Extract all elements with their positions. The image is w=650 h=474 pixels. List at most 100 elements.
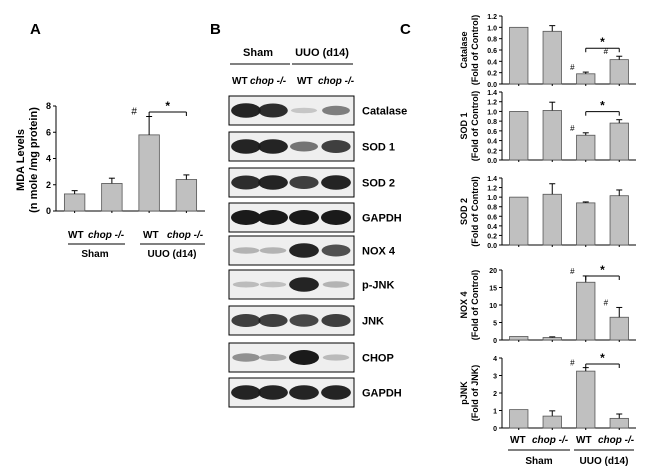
panel-label-b: B	[210, 21, 221, 38]
panel-c-chart-3-tick-label: 1.2	[487, 186, 497, 193]
panel-c-chart-2-bars: #*	[509, 99, 629, 162]
panel-c-chart-1-bars: ##*	[509, 25, 629, 86]
panel-a-tick-label: 4	[46, 154, 51, 164]
panel-c-charts: 0.00.20.40.60.81.01.2##*Catalase (Fold of…	[459, 14, 636, 433]
panel-c-footer-chop1: chop -/-	[532, 435, 569, 446]
panel-c-chart-4: 0 5 10 15 20 # # * NOX 4 (Fold of Control)	[459, 263, 636, 345]
panel-a-sig-star: *	[165, 99, 170, 113]
panel-c-chart-3-bars	[509, 183, 629, 247]
panel-c-footer: WT chop -/- WT chop -/- Sham UUO (d14)	[508, 435, 635, 467]
panel-c-chart-1-tick-label: 0.8	[487, 37, 497, 44]
panel-c-chart-5-sig-star: *	[600, 351, 605, 365]
panel-a-bars: # *	[63, 99, 198, 213]
blot-protein-label: GAPDH	[362, 388, 402, 400]
blot-band	[231, 139, 261, 154]
blot-band	[321, 314, 351, 327]
panel-label-c: C	[400, 21, 411, 38]
blot-row-5: NOX 4	[228, 235, 396, 266]
panel-c-chart-3-bar	[509, 196, 529, 246]
blot-band	[321, 175, 351, 190]
panel-c-chart-4-bar	[509, 336, 529, 341]
panel-c-chart-2-tick-label: 1.2	[487, 100, 497, 107]
panel-a-group-wt2: WT	[143, 230, 159, 241]
panel-c-footer-wt2: WT	[576, 435, 592, 446]
blot-protein-label: p-JNK	[362, 280, 394, 292]
panel-a-marker: #	[131, 107, 137, 118]
panel-c-chart-5-tick-label: 2	[493, 391, 497, 398]
panel-a-tick-label: 6	[46, 127, 51, 137]
panel-c-chart-3-tick-label: 0.2	[487, 233, 497, 240]
blot-protein-label: SOD 1	[362, 142, 395, 154]
blot-panel: Sham UUO (d14) WT chop -/- WT chop -/- C…	[228, 47, 407, 408]
blot-protein-label: NOX 4	[362, 246, 396, 258]
panel-c-chart-2-sig-star: *	[600, 99, 605, 113]
blot-band	[321, 244, 351, 257]
panel-c-ylabel-line2: (Fold of Control)	[470, 15, 480, 85]
blot-band	[232, 353, 260, 362]
panel-c-chart-4-marker: #	[570, 267, 575, 276]
panel-c-ylabel-line1: SOD 1	[459, 112, 469, 139]
blot-band	[289, 277, 319, 292]
blot-band	[321, 385, 351, 400]
panel-c-chart-1-bar	[576, 73, 596, 85]
panel-a-group-chop2: chop -/-	[167, 230, 204, 241]
blot-band	[259, 281, 287, 288]
panel-c-ylabel-line2: (Fold of JNK)	[470, 365, 480, 422]
panel-c-chart-2-marker: #	[570, 124, 575, 133]
blot-band	[289, 385, 319, 400]
panel-c-chart-2: 0.00.20.40.60.81.01.21.4#*SOD 1 (Fold of …	[459, 90, 636, 165]
blot-band	[289, 210, 319, 225]
panel-c-chart-4-tick-label: 15	[489, 286, 497, 293]
panel-a-tick-label: 8	[46, 101, 51, 111]
panel-c-chart-2-tick-label: 1.0	[487, 109, 497, 116]
blot-header-sham: Sham	[243, 47, 273, 59]
panel-a-bar	[63, 193, 86, 212]
panel-c-chart-1-bar	[509, 26, 529, 85]
panel-c-chart-3-tick-label: 0.4	[487, 224, 497, 231]
blot-lane-1: WT	[232, 76, 248, 87]
panel-c-chart-3-bar	[576, 202, 596, 246]
panel-c-chart-1-marker: #	[570, 63, 575, 72]
panel-c-footer-uuo: UUO (d14)	[580, 456, 629, 467]
blot-band	[258, 139, 288, 154]
blot-band	[258, 210, 288, 225]
panel-c-chart-4-sig-star: *	[600, 263, 605, 277]
blot-band	[289, 350, 319, 365]
blot-row-9: GAPDH	[228, 377, 402, 408]
blot-band	[232, 247, 260, 254]
blot-protein-label: Catalase	[362, 106, 407, 118]
blot-band	[231, 210, 261, 225]
panel-c-chart-2-tick-label: 1.4	[487, 90, 497, 97]
blot-band	[289, 314, 319, 327]
panel-c-chart-4-tick-label: 0	[493, 338, 497, 345]
panel-c-chart-2-axis: 0.0 0.2 0.4 0.6 0.8 1.0 1.2 1.4	[487, 90, 636, 165]
panel-c-ylabel-line1: Catalase	[459, 31, 469, 68]
panel-c-chart-1-tick-label: 0.2	[487, 71, 497, 78]
panel-c-chart-1: 0.00.20.40.60.81.01.2##* Catalase (Fold of…	[459, 14, 636, 89]
blot-band	[289, 243, 319, 258]
panel-c-chart-1-bar	[609, 59, 629, 85]
panel-c-chart-2-bar	[576, 134, 596, 161]
panel-c-chart-3-bar	[542, 193, 562, 246]
panel-c-footer-wt1: WT	[510, 435, 526, 446]
blot-band	[258, 385, 288, 400]
panel-c-chart-3-tick-label: 0.8	[487, 205, 497, 212]
blot-band	[231, 175, 261, 190]
panel-c-chart-5-bar	[609, 417, 629, 429]
panel-c-ylabel-line2: (Fold of Control)	[470, 176, 480, 246]
panel-a-group-chop1: chop -/-	[88, 230, 125, 241]
panel-c-chart-3-axis: 0.0 0.2 0.4 0.6 0.8 1.0 1.2 1.4	[487, 176, 636, 250]
blot-band	[258, 175, 288, 190]
panel-c-chart-2-bar	[509, 111, 529, 161]
blot-row-8: CHOP	[228, 342, 394, 373]
blot-row-2: SOD 1	[228, 131, 395, 162]
panel-c-chart-5-tick-label: 3	[493, 374, 497, 381]
blot-row-7: JNK	[228, 305, 384, 336]
blot-band	[290, 141, 318, 152]
blot-row-4: GAPDH	[228, 202, 402, 233]
panel-c-chart-1-axis: 0.0 0.2 0.4 0.6 0.8 1.0 1.2	[487, 14, 636, 89]
panel-c-ylabel-line1: NOX 4	[459, 291, 469, 318]
blot-rows: Catalase SOD 1 SOD 2 GAPDH NOX 4 p-JNK JNK CHOP…	[228, 95, 407, 408]
